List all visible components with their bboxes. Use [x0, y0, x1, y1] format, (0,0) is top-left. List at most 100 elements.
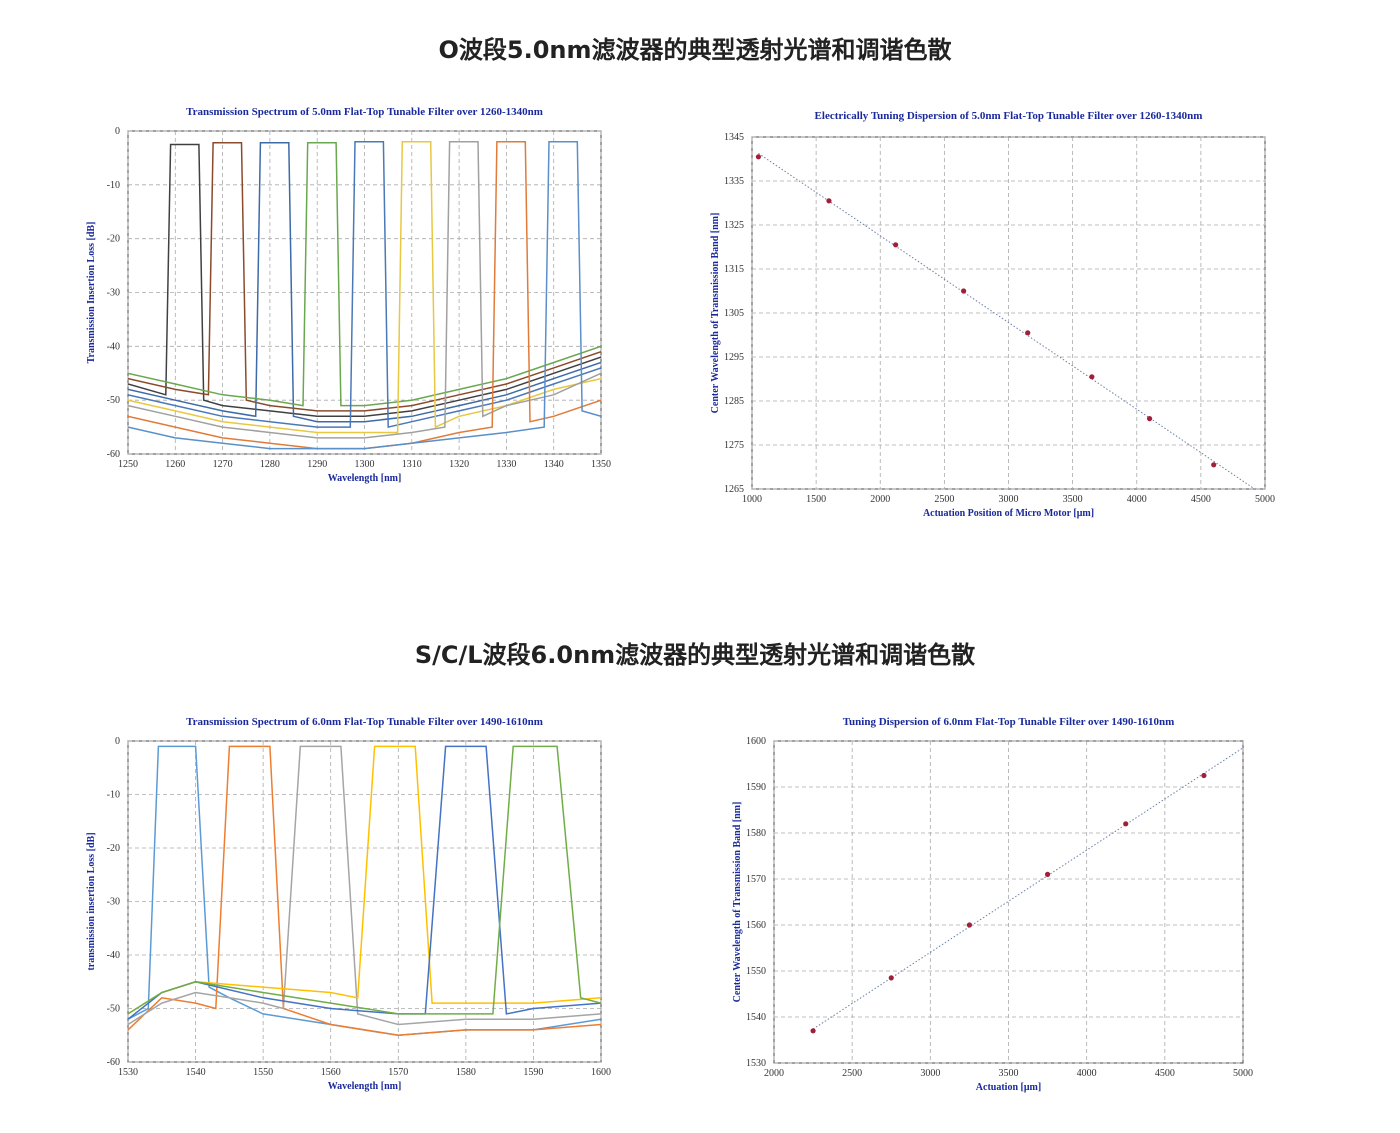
x-tick-label: 5000 — [1255, 494, 1275, 505]
x-tick-label: 1590 — [523, 1067, 543, 1078]
y-tick-label: -20 — [107, 234, 120, 245]
y-tick-label: 1265 — [724, 484, 744, 495]
x-tick-label: 4500 — [1155, 1068, 1175, 1079]
y-tick-label: 1590 — [746, 782, 766, 793]
y-tick-label: -40 — [107, 950, 120, 961]
y-tick-label: -30 — [107, 897, 120, 908]
series-line — [128, 141, 601, 429]
y-axis-label: Center Wavelength of Transmission Band [… — [732, 802, 743, 1003]
y-tick-label: 1335 — [724, 176, 744, 187]
chart: Tuning Dispersion of 6.0nm Flat-Top Tuna… — [732, 716, 1253, 1093]
x-tick-label: 1530 — [118, 1067, 138, 1078]
x-tick-label: 1340 — [544, 459, 564, 470]
y-tick-label: 1600 — [746, 736, 766, 747]
data-point — [893, 242, 899, 248]
x-tick-label: 3500 — [1063, 494, 1083, 505]
y-tick-label: 1295 — [724, 352, 744, 363]
y-tick-label: 1540 — [746, 1012, 766, 1023]
x-tick-label: 1320 — [449, 459, 469, 470]
x-tick-label: 1000 — [742, 494, 762, 505]
data-point — [966, 922, 973, 928]
x-tick-label: 1330 — [496, 459, 516, 470]
x-tick-label: 4500 — [1191, 494, 1211, 505]
y-tick-label: 1530 — [746, 1058, 766, 1069]
data-point — [1123, 821, 1129, 827]
series-line — [128, 141, 601, 439]
series-line — [128, 745, 601, 1037]
y-tick-label: -50 — [107, 1004, 120, 1015]
y-tick-label: -20 — [107, 843, 120, 854]
chart-title: Electrically Tuning Dispersion of 5.0nm … — [815, 110, 1203, 122]
y-tick-label: 1315 — [724, 264, 744, 275]
data-point — [1211, 462, 1217, 468]
y-tick-label: 1570 — [746, 874, 766, 885]
y-tick-label: -40 — [107, 341, 120, 352]
data-point — [1146, 416, 1153, 422]
x-tick-label: 1560 — [321, 1067, 341, 1078]
data-point — [961, 288, 967, 294]
y-tick-label: -60 — [107, 449, 120, 460]
x-tick-label: 2500 — [934, 494, 954, 505]
x-tick-label: 1290 — [307, 459, 327, 470]
data-point — [888, 975, 894, 981]
x-tick-label: 1250 — [118, 459, 138, 470]
series-line — [128, 142, 601, 423]
series-line — [128, 142, 601, 407]
y-tick-label: 1325 — [724, 220, 744, 231]
data-point — [826, 198, 832, 204]
x-tick-label: 1280 — [260, 459, 280, 470]
x-tick-label: 3000 — [999, 494, 1019, 505]
y-tick-label: 1305 — [724, 308, 744, 319]
x-tick-label: 1570 — [388, 1067, 408, 1078]
x-axis-label: Wavelength [nm] — [328, 1081, 402, 1092]
x-tick-label: 1540 — [186, 1067, 206, 1078]
data-point — [1201, 772, 1207, 779]
x-axis-label: Actuation Position of Micro Motor [μm] — [923, 508, 1094, 519]
x-tick-label: 2000 — [870, 494, 890, 505]
x-tick-label: 1260 — [165, 459, 185, 470]
y-tick-label: 1275 — [724, 440, 744, 451]
series-line — [128, 141, 601, 434]
series-line — [128, 141, 601, 450]
y-tick-label: 1285 — [724, 396, 744, 407]
y-tick-label: 1345 — [724, 132, 744, 143]
section-heading: S/C/L波段6.0nm滤波器的典型透射光谱和调谐色散 — [415, 641, 975, 669]
x-tick-label: 1600 — [591, 1067, 611, 1078]
y-tick-label: -10 — [107, 790, 120, 801]
chart: Transmission Spectrum of 5.0nm Flat-Top … — [86, 106, 611, 484]
trend-line — [758, 152, 1256, 489]
x-tick-label: 1300 — [355, 459, 375, 470]
chart-title: Transmission Spectrum of 6.0nm Flat-Top … — [186, 716, 543, 728]
x-tick-label: 4000 — [1077, 1068, 1097, 1079]
y-tick-label: -60 — [107, 1057, 120, 1068]
data-point — [755, 154, 762, 160]
x-tick-label: 1550 — [253, 1067, 273, 1078]
y-tick-label: -10 — [107, 180, 120, 191]
x-tick-label: 1270 — [213, 459, 233, 470]
chart-title: Tuning Dispersion of 6.0nm Flat-Top Tuna… — [843, 716, 1175, 728]
x-tick-label: 1500 — [806, 494, 826, 505]
section-heading: O波段5.0nm滤波器的典型透射光谱和调谐色散 — [438, 36, 951, 64]
y-tick-label: -30 — [107, 288, 120, 299]
data-point — [1025, 330, 1031, 336]
data-point — [1089, 374, 1095, 380]
y-tick-label: 0 — [115, 736, 120, 747]
chart: Electrically Tuning Dispersion of 5.0nm … — [710, 110, 1275, 519]
x-tick-label: 1350 — [591, 459, 611, 470]
x-tick-label: 3000 — [920, 1068, 940, 1079]
y-tick-label: 1560 — [746, 920, 766, 931]
x-tick-label: 1580 — [456, 1067, 476, 1078]
y-tick-label: 0 — [115, 126, 120, 137]
data-point — [810, 1028, 816, 1034]
x-tick-label: 2500 — [842, 1068, 862, 1079]
x-tick-label: 4000 — [1127, 494, 1147, 505]
x-tick-label: 2000 — [764, 1068, 784, 1079]
x-axis-label: Wavelength [nm] — [328, 473, 402, 484]
x-tick-label: 1310 — [402, 459, 422, 470]
x-tick-label: 5000 — [1233, 1068, 1253, 1079]
y-axis-label: transmission insertion Loss [dB] — [86, 832, 97, 970]
trend-line — [812, 747, 1243, 1030]
x-tick-label: 3500 — [999, 1068, 1019, 1079]
series-line — [128, 745, 601, 1015]
series-line — [128, 745, 601, 1026]
